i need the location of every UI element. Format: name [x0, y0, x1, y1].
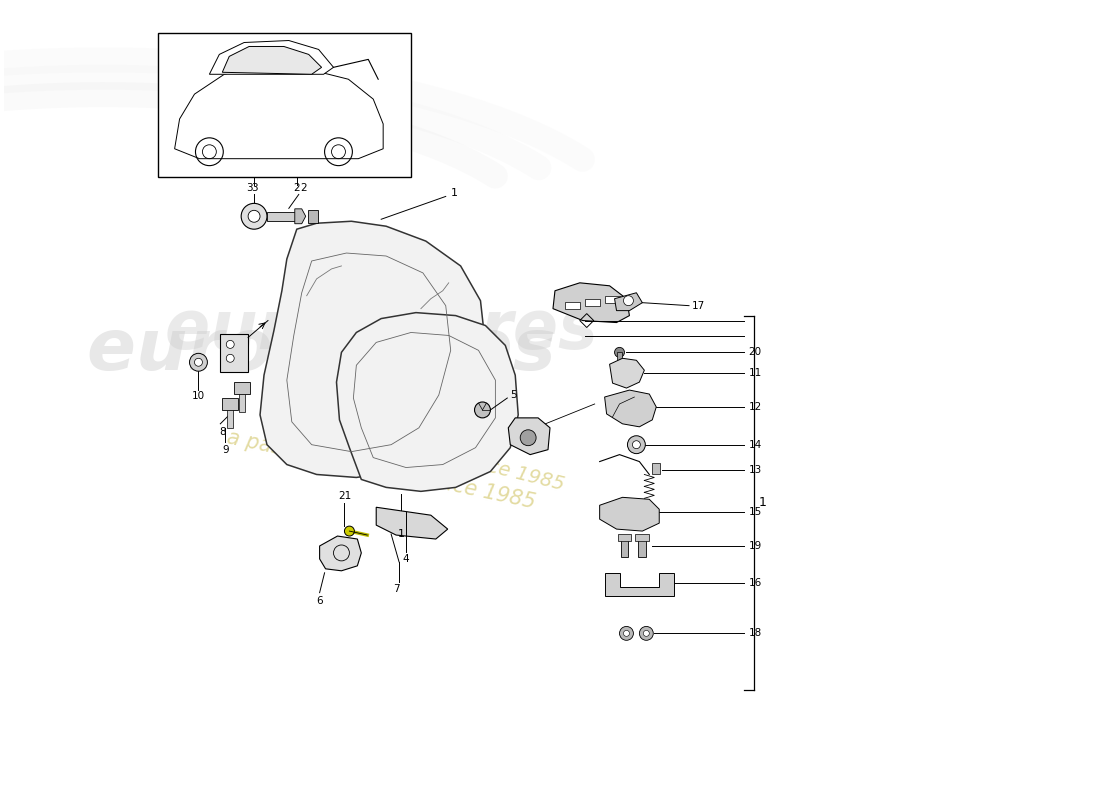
Polygon shape: [553, 283, 629, 322]
Text: 9: 9: [222, 445, 229, 454]
Bar: [234, 382, 250, 394]
Text: 14: 14: [749, 440, 762, 450]
Bar: [652, 462, 660, 474]
Text: 21: 21: [338, 491, 351, 502]
Polygon shape: [508, 418, 550, 454]
Text: 7: 7: [393, 584, 399, 594]
Circle shape: [615, 347, 625, 358]
Polygon shape: [260, 222, 485, 478]
Circle shape: [189, 354, 208, 371]
Polygon shape: [320, 536, 361, 571]
Circle shape: [249, 210, 260, 222]
Circle shape: [624, 630, 629, 636]
Bar: [565, 302, 580, 309]
Circle shape: [619, 626, 634, 640]
Circle shape: [644, 630, 649, 636]
Text: 1: 1: [759, 496, 767, 510]
Text: 3: 3: [251, 183, 257, 194]
Text: 15: 15: [749, 507, 762, 518]
Circle shape: [520, 430, 536, 446]
Circle shape: [639, 626, 653, 640]
Circle shape: [474, 402, 491, 418]
Text: eurof   ares: eurof ares: [165, 298, 597, 363]
Bar: [308, 210, 318, 222]
Circle shape: [627, 436, 646, 454]
Bar: [617, 534, 631, 541]
Text: 17: 17: [692, 301, 705, 310]
Polygon shape: [222, 46, 321, 74]
Bar: [638, 539, 647, 557]
Text: 18: 18: [749, 628, 762, 638]
Bar: [636, 534, 649, 541]
Bar: [267, 212, 295, 221]
Polygon shape: [209, 41, 333, 74]
Bar: [616, 352, 623, 370]
Text: a passion for parts since 1985: a passion for parts since 1985: [276, 405, 566, 494]
Polygon shape: [175, 66, 383, 158]
Polygon shape: [605, 573, 674, 596]
Circle shape: [632, 441, 640, 449]
Text: 20: 20: [749, 347, 761, 358]
Text: 8: 8: [219, 426, 225, 437]
Circle shape: [227, 341, 234, 348]
Text: 1: 1: [397, 529, 405, 539]
Circle shape: [344, 526, 354, 536]
Polygon shape: [337, 313, 518, 491]
Polygon shape: [376, 507, 448, 539]
Bar: [585, 298, 600, 306]
Polygon shape: [609, 358, 645, 388]
Polygon shape: [295, 209, 306, 224]
Polygon shape: [600, 498, 659, 531]
Text: 5: 5: [510, 390, 517, 400]
Text: 11: 11: [749, 368, 762, 378]
Polygon shape: [605, 390, 657, 427]
Text: 2: 2: [294, 183, 300, 194]
Circle shape: [624, 296, 634, 306]
Bar: [228, 410, 233, 428]
Text: 12: 12: [749, 402, 762, 412]
Circle shape: [227, 354, 234, 362]
Text: 2: 2: [300, 183, 307, 194]
Bar: [605, 296, 619, 302]
Circle shape: [241, 203, 267, 229]
Text: 4: 4: [403, 554, 409, 564]
Bar: [157, 33, 411, 177]
Text: eurof   ares: eurof ares: [87, 316, 556, 385]
Text: 13: 13: [749, 465, 762, 474]
Circle shape: [195, 358, 202, 366]
Polygon shape: [615, 293, 642, 310]
Text: a passion for parts since 1985: a passion for parts since 1985: [226, 427, 537, 512]
Text: 6: 6: [317, 595, 323, 606]
Text: 16: 16: [749, 578, 762, 588]
Bar: [239, 394, 245, 412]
Bar: [220, 334, 249, 372]
Bar: [222, 398, 239, 410]
Text: 19: 19: [749, 541, 762, 551]
Text: 3: 3: [245, 183, 252, 194]
Text: 10: 10: [191, 391, 205, 401]
Bar: [620, 539, 628, 557]
Text: 1: 1: [451, 189, 458, 198]
